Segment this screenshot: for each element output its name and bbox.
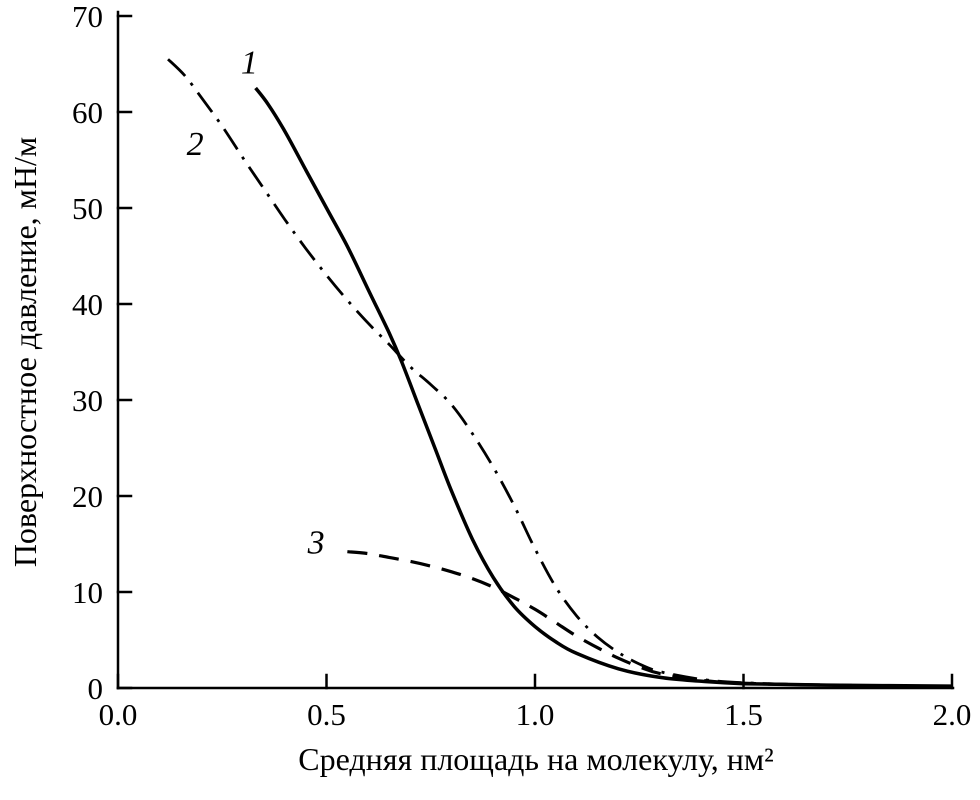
y-tick-label: 20	[72, 479, 103, 514]
y-tick-label: 30	[72, 383, 103, 418]
axis-ticks: 0 10 20 30 40 50 60 70 0.0 0.5 1.0 1.5 2.0	[72, 0, 971, 732]
y-tick-label: 60	[72, 95, 103, 130]
y-tick-label: 70	[72, 0, 103, 34]
curve-2-label: 2	[187, 126, 204, 163]
x-tick-label: 1.5	[724, 697, 763, 732]
curve-3-label: 3	[307, 525, 325, 562]
y-tick-label: 10	[72, 575, 103, 610]
y-tick-label: 40	[72, 287, 103, 322]
x-tick-label: 0.0	[99, 697, 138, 732]
x-tick-label: 1.0	[516, 697, 555, 732]
y-axis-title: Поверхностное давление, мН/м	[7, 137, 43, 567]
x-axis-title: Средняя площадь на молекулу, нм²	[298, 741, 774, 777]
x-tick-label: 2.0	[933, 697, 972, 732]
curve-1-label: 1	[241, 45, 258, 82]
y-tick-label: 50	[72, 191, 103, 226]
curve-1-line	[254, 86, 953, 688]
axes	[116, 10, 955, 690]
curves: 1 2 3	[167, 45, 953, 689]
y-tick-label: 0	[88, 671, 104, 706]
curve-3-line	[347, 550, 953, 689]
x-tick-label: 0.5	[307, 697, 346, 732]
curve-2-line	[167, 58, 953, 688]
